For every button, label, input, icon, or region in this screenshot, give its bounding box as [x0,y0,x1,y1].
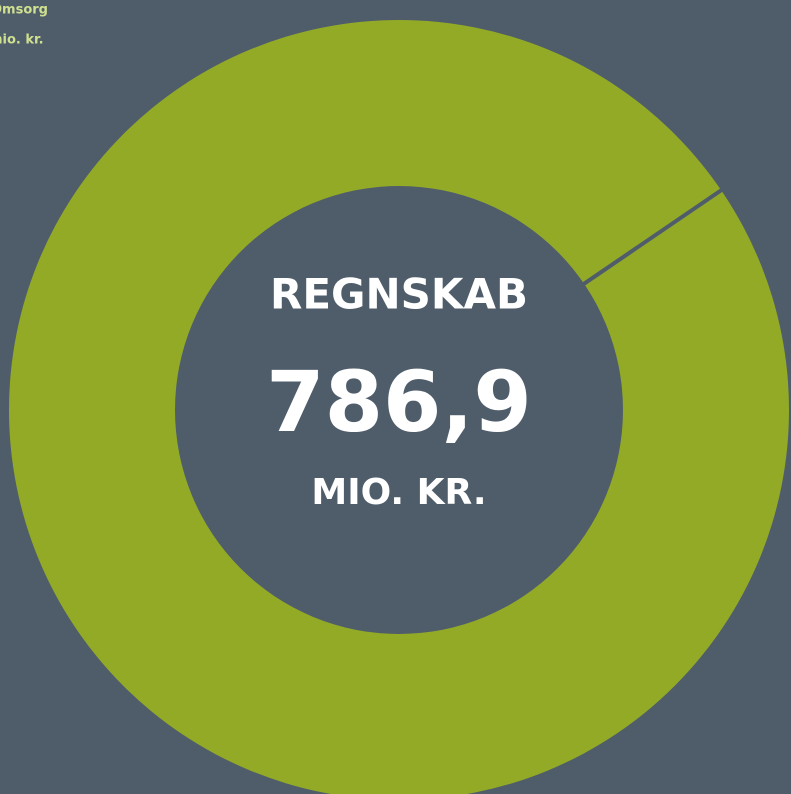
legend-unit: mio. kr. [0,33,44,48]
center-value: 786,9 [266,353,532,451]
donut-segment [9,20,789,794]
legend-label: Omsorg [0,3,48,18]
center-title: REGNSKAB [270,270,528,319]
segment-separator [582,187,724,286]
center-unit: MIO. KR. [311,472,486,513]
